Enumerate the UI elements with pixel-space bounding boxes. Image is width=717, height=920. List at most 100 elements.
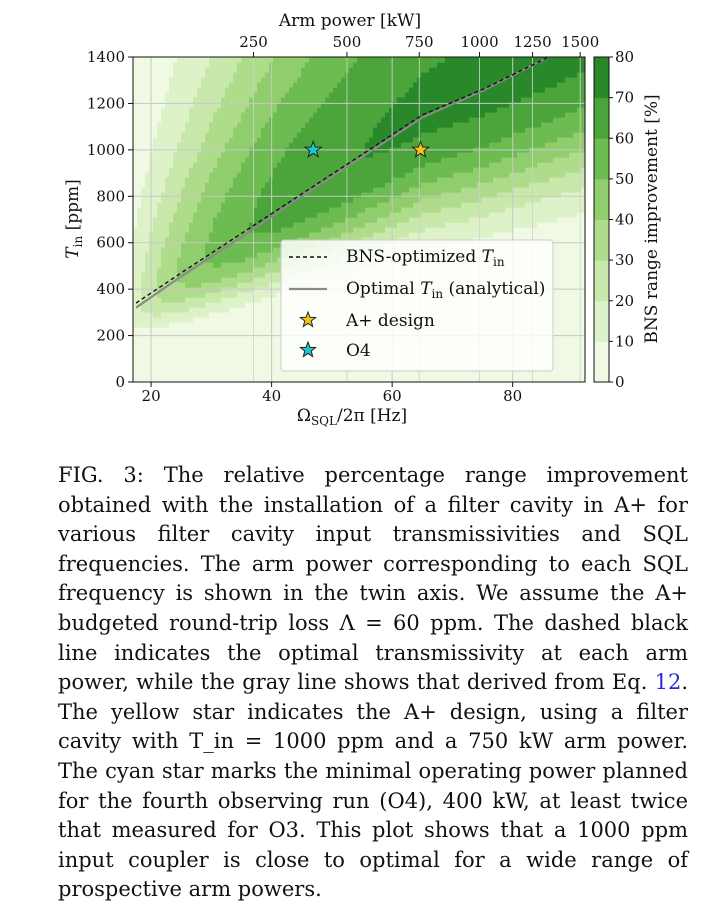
contour-cell xyxy=(329,142,334,148)
contour-cell xyxy=(309,57,314,63)
contour-cell xyxy=(161,352,166,358)
contour-cell xyxy=(145,207,150,213)
contour-cell xyxy=(253,217,258,223)
contour-cell xyxy=(253,227,258,233)
contour-cell xyxy=(173,377,178,382)
contour-cell xyxy=(313,137,318,143)
contour-cell xyxy=(169,292,174,298)
contour-cell xyxy=(213,262,218,268)
contour-cell xyxy=(201,282,206,288)
contour-cell xyxy=(225,162,230,168)
contour-cell xyxy=(217,92,222,98)
contour-cell xyxy=(189,212,194,218)
contour-cell xyxy=(241,122,246,128)
contour-cell xyxy=(285,167,290,173)
contour-cell xyxy=(341,107,346,113)
contour-cell xyxy=(257,257,262,263)
contour-cell xyxy=(433,217,438,223)
contour-cell xyxy=(229,327,234,333)
contour-cell xyxy=(241,212,246,218)
contour-cell xyxy=(257,172,262,178)
contour-cell xyxy=(173,242,178,248)
contour-cell xyxy=(277,187,282,193)
contour-cell xyxy=(425,372,430,378)
contour-cell xyxy=(325,162,330,168)
contour-cell xyxy=(133,212,138,218)
contour-cell xyxy=(173,262,178,268)
contour-cell xyxy=(221,272,226,278)
contour-cell xyxy=(261,332,266,338)
contour-cell xyxy=(177,142,182,148)
contour-cell xyxy=(353,202,358,208)
contour-cell xyxy=(185,217,190,223)
contour-cell xyxy=(185,167,190,173)
contour-cell xyxy=(189,247,194,253)
contour-cell xyxy=(257,317,262,323)
contour-cell xyxy=(153,367,158,373)
contour-cell xyxy=(169,162,174,168)
contour-cell xyxy=(237,282,242,288)
contour-cell xyxy=(133,127,138,133)
contour-cell xyxy=(209,82,214,88)
contour-cell xyxy=(201,102,206,108)
contour-cell xyxy=(189,327,194,333)
contour-cell xyxy=(233,337,238,343)
contour-cell xyxy=(245,292,250,298)
contour-cell xyxy=(421,97,426,103)
contour-cell xyxy=(193,342,198,348)
contour-cell xyxy=(325,187,330,193)
contour-cell xyxy=(145,317,150,323)
contour-cell xyxy=(233,162,238,168)
contour-cell xyxy=(261,127,266,133)
contour-cell xyxy=(133,117,138,123)
contour-cell xyxy=(401,117,406,123)
contour-cell xyxy=(253,92,258,98)
contour-cell xyxy=(173,342,178,348)
contour-cell xyxy=(305,182,310,188)
contour-cell xyxy=(165,92,170,98)
contour-cell xyxy=(409,57,414,63)
contour-cell xyxy=(217,82,222,88)
contour-cell xyxy=(245,97,250,103)
contour-cell xyxy=(309,232,314,238)
contour-cell xyxy=(181,337,186,343)
contour-cell xyxy=(245,347,250,353)
contour-cell xyxy=(349,87,354,93)
contour-cell xyxy=(185,177,190,183)
contour-cell xyxy=(317,117,322,123)
contour-cell xyxy=(145,242,150,248)
contour-cell xyxy=(241,277,246,283)
contour-cell xyxy=(333,167,338,173)
contour-cell xyxy=(181,247,186,253)
contour-cell xyxy=(393,162,398,168)
contour-cell xyxy=(161,102,166,108)
contour-cell xyxy=(209,262,214,268)
contour-cell xyxy=(429,72,434,78)
contour-cell xyxy=(133,82,138,88)
contour-cell xyxy=(193,157,198,163)
contour-cell xyxy=(409,132,414,138)
contour-cell xyxy=(409,72,414,78)
contour-cell xyxy=(237,237,242,243)
contour-cell xyxy=(213,117,218,123)
contour-cell xyxy=(245,192,250,198)
contour-cell xyxy=(193,87,198,93)
contour-cell xyxy=(177,82,182,88)
contour-cell xyxy=(329,117,334,123)
contour-cell xyxy=(217,282,222,288)
contour-cell xyxy=(301,102,306,108)
contour-cell xyxy=(197,357,202,363)
contour-cell xyxy=(277,237,282,243)
contour-cell xyxy=(225,222,230,228)
contour-cell xyxy=(217,312,222,318)
contour-cell xyxy=(381,62,386,68)
contour-cell xyxy=(153,137,158,143)
contour-cell xyxy=(297,87,302,93)
contour-cell xyxy=(425,177,430,183)
contour-cell xyxy=(233,312,238,318)
contour-cell xyxy=(381,127,386,133)
contour-cell xyxy=(273,272,278,278)
contour-cell xyxy=(249,192,254,198)
contour-cell xyxy=(425,232,430,238)
contour-cell xyxy=(217,232,222,238)
